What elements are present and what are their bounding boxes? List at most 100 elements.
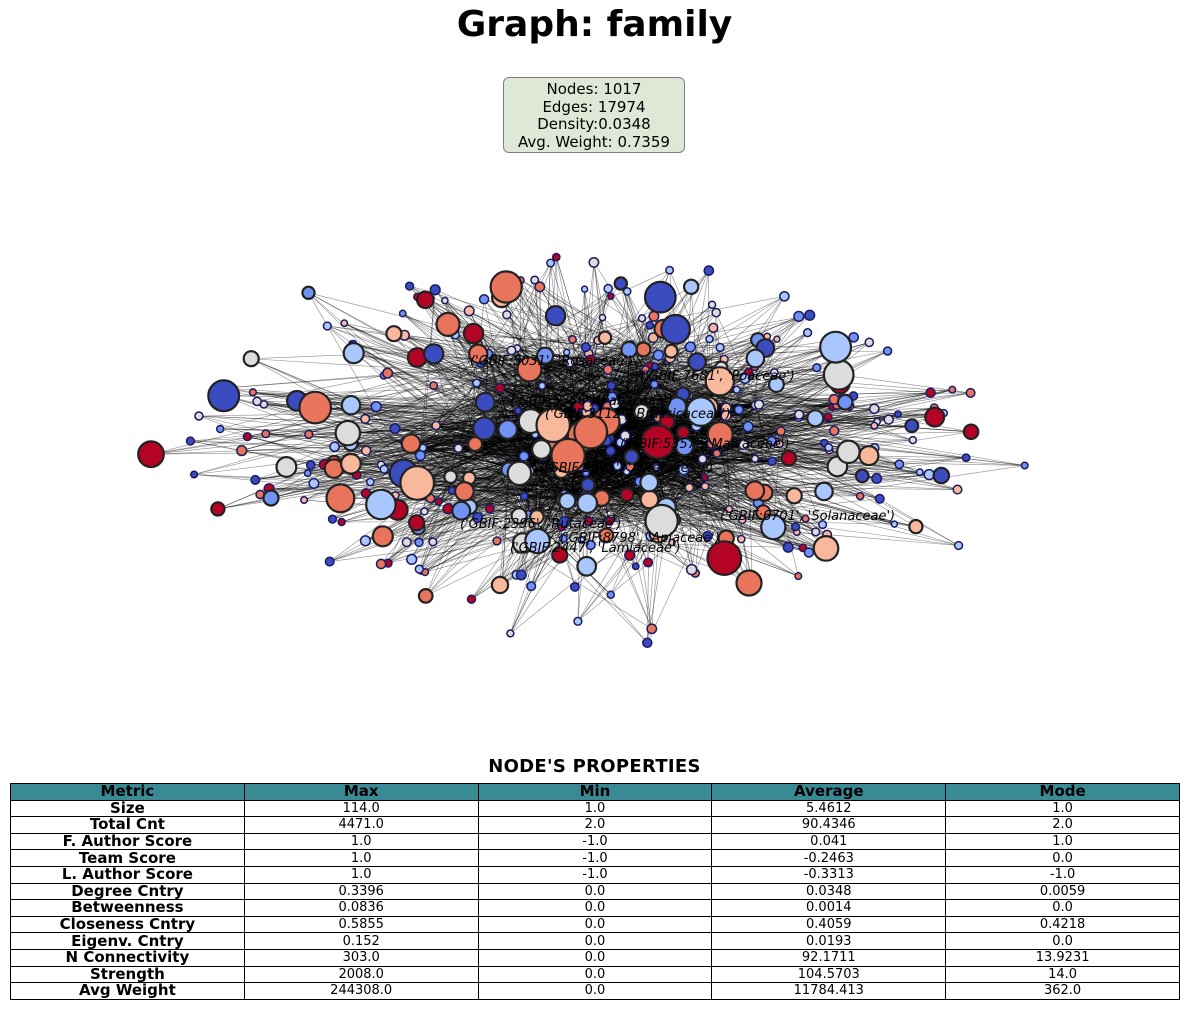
graph-node xyxy=(558,491,577,511)
graph-edge xyxy=(522,486,706,544)
graph-node xyxy=(325,483,356,514)
header-metric: Metric xyxy=(10,783,245,801)
table-row: Team Score 1.0 -1.0 -0.2463 0.0 xyxy=(10,849,1180,867)
graph-edge xyxy=(473,333,630,350)
graph-edge xyxy=(704,486,810,553)
graph-edge xyxy=(654,366,959,546)
graph-node xyxy=(644,503,679,539)
graph-node xyxy=(429,284,441,296)
table-cell: 1.0 xyxy=(945,799,1180,818)
graph-node xyxy=(864,337,875,348)
graph-edge xyxy=(419,364,539,570)
graph-node xyxy=(492,536,502,546)
graph-node xyxy=(952,484,963,495)
graph-node xyxy=(423,343,445,365)
graph-node xyxy=(551,252,561,262)
graph-node xyxy=(674,437,695,457)
graph-node xyxy=(624,549,636,561)
graph-node xyxy=(580,285,589,293)
graph-edge xyxy=(447,330,721,435)
graph-node xyxy=(334,419,362,447)
graph-node xyxy=(706,540,743,577)
graph-edge xyxy=(587,498,809,553)
graph-node xyxy=(408,514,426,532)
graph-node xyxy=(733,404,744,415)
graph-edge xyxy=(611,304,713,398)
graph-edge xyxy=(422,432,480,449)
graph-node xyxy=(250,474,261,485)
graph-node xyxy=(550,437,586,474)
table-header-row: Metric Max Min Average Mode xyxy=(10,783,1180,801)
graph-edge xyxy=(327,325,655,367)
graph-node xyxy=(207,379,241,413)
graph-edge xyxy=(704,477,730,510)
graph-node xyxy=(248,388,258,397)
table-row: Avg Weight 244308.0 0.0 11784.413 362.0 xyxy=(10,982,1180,1000)
graph-node xyxy=(466,594,477,604)
graph-node xyxy=(506,345,517,356)
graph-edge xyxy=(545,355,655,367)
graph-node xyxy=(514,406,523,415)
header-min: Min xyxy=(477,783,713,801)
graph-node xyxy=(769,367,779,377)
graph-edge xyxy=(658,354,749,427)
table-cell: 13.9231 xyxy=(945,948,1180,967)
graph-node xyxy=(811,527,821,537)
graph-node xyxy=(767,456,777,467)
graph-node xyxy=(622,287,632,296)
graph-node xyxy=(822,358,855,391)
graph-edge xyxy=(711,304,760,405)
table-cell: 0.0836 xyxy=(243,899,479,917)
graph-node xyxy=(474,391,496,413)
node-label: ('GBIF:6701', 'Solanaceae') xyxy=(720,509,895,524)
graph-node xyxy=(531,439,552,460)
graph-edge xyxy=(726,407,935,416)
graph-edge xyxy=(220,348,518,430)
graph-edge xyxy=(542,369,841,387)
network-graph: ('GBIF:5031', 'Rosaceae') ('GBIF:7681', '… xyxy=(137,252,1029,649)
table-cell: 0.0 xyxy=(945,849,1180,867)
graph-node xyxy=(588,256,600,268)
graph-node xyxy=(400,433,422,454)
graph-edge xyxy=(555,315,684,433)
graph-node xyxy=(185,436,196,446)
graph-edge xyxy=(461,446,685,512)
table-cell: 1.0 xyxy=(243,865,479,884)
graph-node xyxy=(379,464,389,474)
graph-node xyxy=(576,492,599,515)
graph-edge xyxy=(419,495,525,570)
graph-edge xyxy=(469,348,518,479)
table-row: Betweenness 0.0836 0.0 0.0014 0.0 xyxy=(10,899,1180,917)
table-body: Size 114.0 1.0 5.4612 1.0 Total Cnt 4471.0 2.0 9… xyxy=(10,799,1180,1000)
graph-node xyxy=(640,424,676,460)
graph-node xyxy=(685,396,717,428)
graph-node xyxy=(428,537,438,547)
graph-node xyxy=(708,322,719,333)
table-cell: 0.0 xyxy=(945,932,1180,950)
table-cell: 0.4218 xyxy=(945,915,1180,934)
graph-edge xyxy=(419,510,462,570)
graph-node xyxy=(932,466,951,485)
table-row: Size 114.0 1.0 5.4612 1.0 xyxy=(10,799,1180,818)
graph-node xyxy=(819,330,853,364)
graph-edge xyxy=(702,458,708,537)
graph-edge xyxy=(661,404,760,522)
graph-edge xyxy=(506,286,655,385)
graph-edge xyxy=(728,508,742,540)
graph-node xyxy=(605,445,616,457)
graph-edge xyxy=(585,288,609,407)
graph-node xyxy=(612,461,623,471)
graph-node xyxy=(652,349,665,361)
graph-node xyxy=(766,435,777,446)
graph-node xyxy=(606,590,616,599)
graph-edge xyxy=(695,477,706,574)
graph-node xyxy=(544,304,567,327)
graph-node xyxy=(597,330,613,345)
graph-edge xyxy=(344,322,539,365)
graph-node xyxy=(506,460,533,487)
table-cell: 1.0 xyxy=(243,832,479,851)
graph-node xyxy=(583,516,594,527)
graph-node xyxy=(908,435,918,445)
graph-node xyxy=(647,332,659,344)
graph-node xyxy=(535,407,572,444)
